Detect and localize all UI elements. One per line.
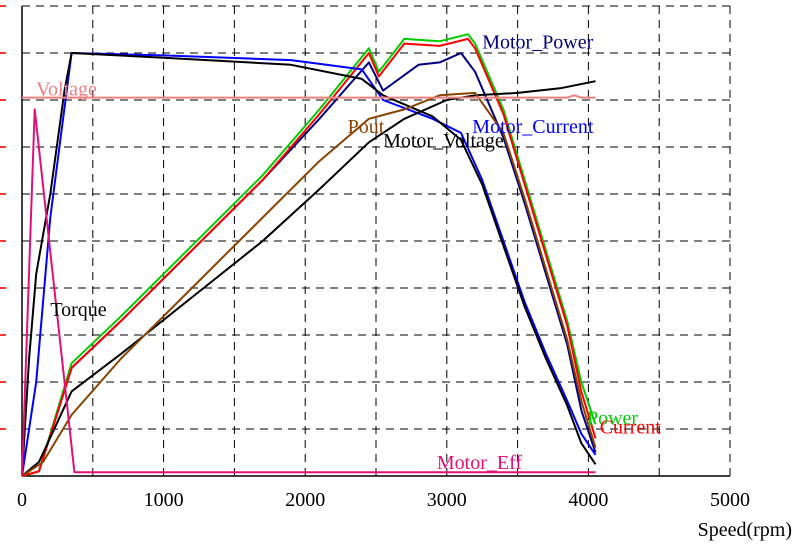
series-line-torque <box>21 52 597 477</box>
series-lines <box>21 33 597 477</box>
x-tick-label: 4000 <box>568 489 608 511</box>
series-label-motor-eff: Motor_Eff <box>437 452 523 474</box>
series-line-current <box>21 37 597 477</box>
series-line-motor-current <box>21 52 597 477</box>
series-label-motor-power: Motor_Power <box>482 31 593 53</box>
x-tick-label: 0 <box>17 489 27 511</box>
x-tick-label: 2000 <box>285 489 325 511</box>
series-label-motor-voltage: Motor_Voltage <box>383 130 504 152</box>
series-line-motor-eff <box>21 108 596 477</box>
series-line-pout <box>21 91 597 477</box>
plot-frame <box>21 6 730 477</box>
series-label-current: Current <box>600 417 662 439</box>
series-line-voltage <box>22 94 596 99</box>
y-axis-ticks <box>0 5 6 430</box>
grid <box>22 5 731 476</box>
series-label-torque: Torque <box>50 299 106 321</box>
series-label-motor-current: Motor_Current <box>472 116 594 138</box>
series-line-power <box>21 33 597 477</box>
x-tick-label: 5000 <box>710 489 750 511</box>
series-line-motor-voltage <box>21 80 596 477</box>
x-tick-label: 3000 <box>427 489 467 511</box>
x-tick-label: 1000 <box>144 489 184 511</box>
series-label-pout: Pout <box>348 116 385 138</box>
x-tick-labels: 0 1000 2000 3000 4000 5000 <box>17 489 750 511</box>
series-label-power: Power <box>587 407 638 429</box>
x-axis-label: Speed(rpm) <box>698 519 792 541</box>
series-label-voltage: Voltage <box>36 78 97 100</box>
